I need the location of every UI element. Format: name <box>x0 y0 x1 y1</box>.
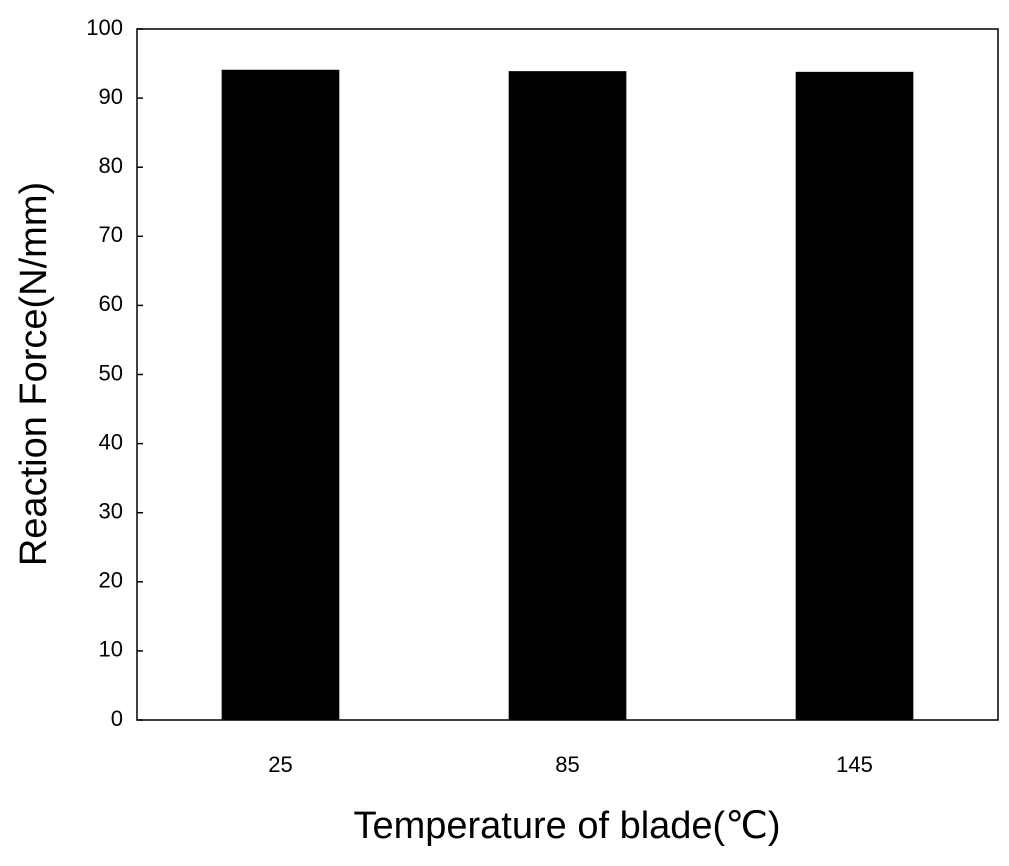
y-tick-label: 30 <box>99 499 123 524</box>
y-tick-label: 60 <box>99 291 123 316</box>
y-tick-label: 90 <box>99 84 123 109</box>
x-tick-label: 85 <box>555 752 579 777</box>
y-tick-label: 50 <box>99 360 123 385</box>
y-axis-title: Reaction Force(N/mm) <box>13 182 55 566</box>
y-tick-label: 10 <box>99 637 123 662</box>
y-tick-label: 70 <box>99 222 123 247</box>
x-axis-title: Temperature of blade(℃) <box>353 805 780 847</box>
bar <box>221 69 340 721</box>
bar <box>508 71 627 720</box>
y-tick-label: 20 <box>99 568 123 593</box>
y-tick-label: 40 <box>99 429 123 454</box>
y-tick-label: 0 <box>111 706 123 731</box>
x-tick-label: 25 <box>268 752 292 777</box>
y-tick-label: 80 <box>99 153 123 178</box>
plot-frame <box>136 28 999 721</box>
x-tick-label: 145 <box>836 752 873 777</box>
y-tick-label: 100 <box>86 15 123 40</box>
bar <box>795 71 914 721</box>
